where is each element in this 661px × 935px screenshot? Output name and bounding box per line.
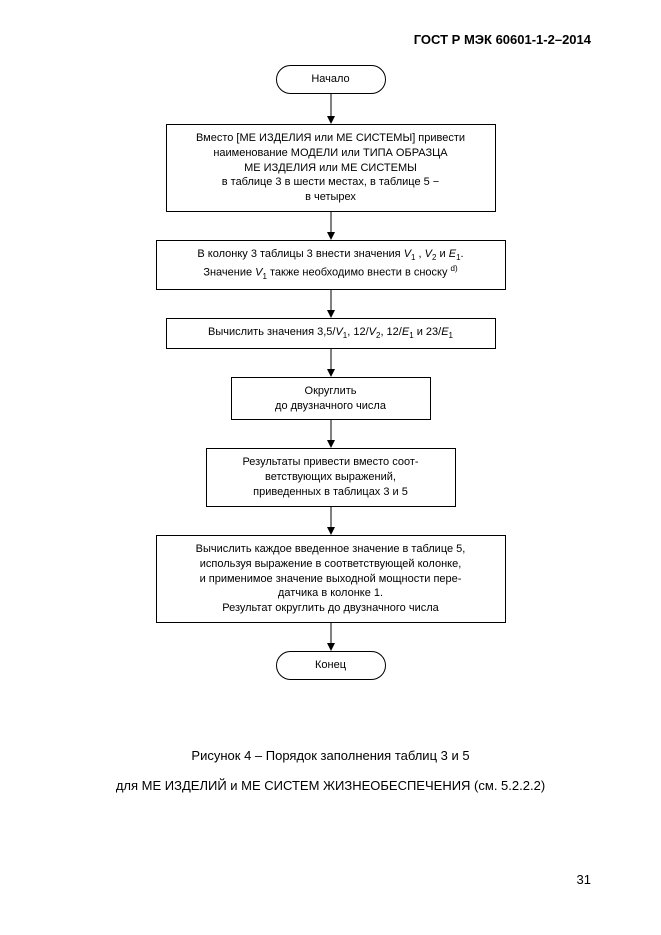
- step2-e1: E: [449, 248, 456, 260]
- step3-m2: , 12/: [380, 326, 401, 338]
- step2-l2-v1: V: [255, 267, 262, 279]
- arrow-5: [0, 420, 661, 448]
- step5-l1: Результаты привести вместо соот-: [242, 456, 418, 468]
- step2-l2-pre: Значение: [203, 267, 255, 279]
- node-step6: Вычислить каждое введенное значение в та…: [156, 535, 506, 623]
- arrow-1: [0, 94, 661, 124]
- step3-se2: 1: [449, 331, 453, 340]
- step3-pre: Вычислить значения 3,5/: [208, 326, 335, 338]
- step2-mid1: и: [436, 248, 448, 260]
- node-step3: Вычислить значения 3,5/V1, 12/V2, 12/E1 …: [166, 318, 496, 349]
- step4-l1: Округлить: [305, 385, 357, 397]
- step6-l3: и применимое значение выходной мощности …: [200, 573, 462, 585]
- step3-m3: и 23/: [414, 326, 442, 338]
- node-step2: В колонку 3 таблицы 3 внести значения V1…: [156, 240, 506, 290]
- step6-l2: используя выражение в соответствующей ко…: [200, 558, 462, 570]
- step1-l5: в четырех: [305, 191, 356, 203]
- arrow-4: [0, 349, 661, 377]
- step2-l2-sup: d): [451, 264, 458, 273]
- flowchart: Начало Вместо [МЕ ИЗДЕЛИЯ или МЕ СИСТЕМЫ…: [0, 65, 661, 680]
- step6-l1: Вычислить каждое введенное значение в та…: [196, 543, 466, 555]
- caption-l2-ref: 5.2.2.2: [501, 778, 541, 793]
- caption-l2-post: ): [541, 778, 545, 793]
- step3-v2: V: [369, 326, 376, 338]
- arrow-2: [0, 212, 661, 240]
- figure-caption-line1: Рисунок 4 – Порядок заполнения таблиц 3 …: [0, 748, 661, 763]
- step6-l5: Результат округлить до двузначного числа: [222, 602, 439, 614]
- figure-caption-line2: для МЕ ИЗДЕЛИЙ и МЕ СИСТЕМ ЖИЗНЕОБЕСПЕЧЕ…: [0, 778, 661, 793]
- step4-l2: до двузначного числа: [275, 400, 386, 412]
- node-start: Начало: [276, 65, 386, 94]
- caption-l2-pre: для МЕ ИЗДЕЛИЙ и МЕ СИСТЕМ ЖИЗНЕОБЕСПЕЧЕ…: [116, 778, 501, 793]
- step5-l2: ветствующих выражений,: [265, 471, 396, 483]
- doc-header: ГОСТ Р МЭК 60601-1-2–2014: [414, 32, 591, 47]
- arrow-6: [0, 507, 661, 535]
- node-step4: Округлить до двузначного числа: [231, 377, 431, 421]
- arrow-7: [0, 623, 661, 651]
- step3-v1: V: [335, 326, 342, 338]
- step2-v2: V: [425, 248, 432, 260]
- page-number: 31: [577, 872, 591, 887]
- node-step5: Результаты привести вместо соот- ветству…: [206, 448, 456, 507]
- step2-mid2: .: [461, 248, 464, 260]
- step2-l1-pre: В колонку 3 таблицы 3 внести значения: [197, 248, 403, 260]
- step1-l4: в таблице 3 в шести местах, в таблице 5 …: [222, 176, 439, 188]
- step2-sep1: ,: [416, 248, 425, 260]
- step1-l3: МЕ ИЗДЕЛИЯ или МЕ СИСТЕМЫ: [244, 162, 417, 174]
- step1-l1: Вместо [МЕ ИЗДЕЛИЯ или МЕ СИСТЕМЫ] приве…: [196, 132, 465, 144]
- node-step1: Вместо [МЕ ИЗДЕЛИЯ или МЕ СИСТЕМЫ] приве…: [166, 124, 496, 212]
- step2-l2-post: также необходимо внести в сноску: [267, 267, 451, 279]
- step5-l3: приведенных в таблицах 3 и 5: [253, 486, 408, 498]
- step3-m1: , 12/: [347, 326, 368, 338]
- node-end: Конец: [276, 651, 386, 680]
- arrow-3: [0, 290, 661, 318]
- step3-e2: E: [441, 326, 448, 338]
- step6-l4: датчика в колонке 1.: [278, 587, 383, 599]
- step1-l2: наименование МОДЕЛИ или ТИПА ОБРАЗЦА: [213, 147, 447, 159]
- step2-v1: V: [404, 248, 411, 260]
